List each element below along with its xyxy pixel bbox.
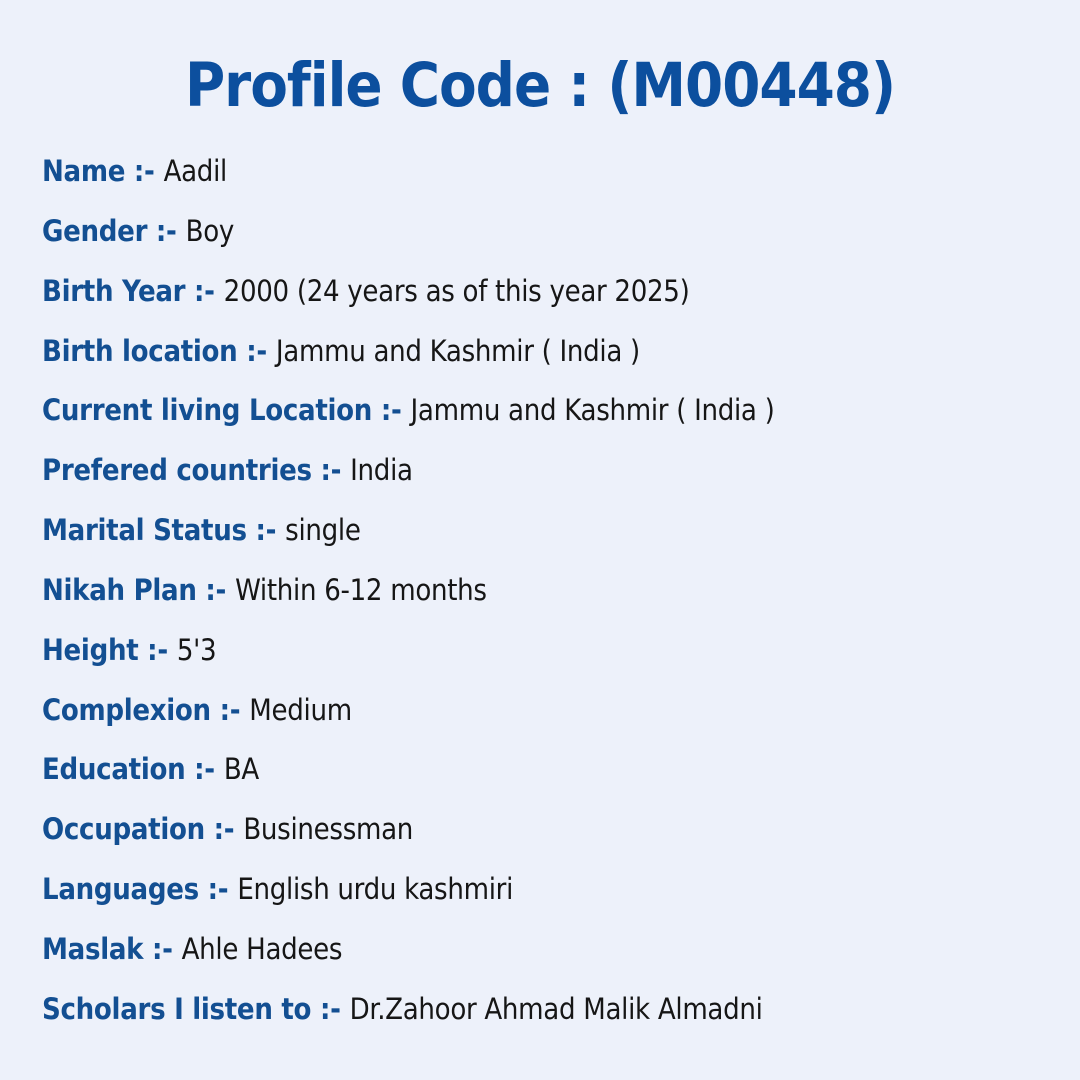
field-label: Name :-	[42, 154, 155, 188]
profile-field-row-marital-status: Marital Status :- single	[42, 501, 1050, 561]
field-value: Aadil	[163, 154, 228, 188]
field-label: Gender :-	[42, 213, 177, 248]
profile-field-row-name: Name :- Aadil	[42, 142, 1050, 202]
field-value: Dr.Zahoor Ahmad Malik Almadni	[349, 991, 763, 1026]
profile-field-row-languages: Languages :- English urdu kashmiri	[42, 860, 1050, 920]
field-value: BA	[223, 752, 259, 787]
profile-field-row-complexion: Complexion :- Medium	[42, 681, 1050, 741]
profile-field-row-height: Height :- 5'3	[42, 621, 1050, 681]
profile-fields-list: Name :- Aadil Gender :- Boy Birth Year :- 2…	[0, 142, 1080, 1040]
field-label: Current living Location :-	[42, 393, 402, 428]
profile-field-row-scholars: Scholars I listen to :- Dr.Zahoor Ahmad M…	[42, 980, 1050, 1040]
profile-field-row-occupation: Occupation :- Businessman	[42, 800, 1050, 860]
field-label: Maslak :-	[42, 931, 173, 966]
field-label: Scholars I listen to :-	[42, 991, 341, 1026]
page-title: Profile Code : (M00448)	[184, 50, 896, 121]
field-label: Complexion :-	[42, 692, 241, 727]
field-label: Birth location :-	[42, 333, 267, 368]
profile-field-row-maslak: Maslak :- Ahle Hadees	[42, 920, 1050, 980]
field-value: English urdu kashmiri	[237, 872, 514, 907]
field-label: Nikah Plan :-	[42, 572, 227, 607]
field-label: Birth Year :-	[42, 273, 215, 308]
field-value: 5'3	[176, 632, 217, 667]
field-value: Within 6-12 months	[235, 572, 487, 607]
field-value: Jammu and Kashmir ( India )	[275, 333, 640, 368]
field-value: India	[350, 453, 413, 488]
profile-field-row-current-living-location: Current living Location :- Jammu and Kash…	[42, 381, 1050, 441]
profile-field-row-nikah-plan: Nikah Plan :- Within 6-12 months	[42, 561, 1050, 621]
field-label: Occupation :-	[42, 812, 235, 847]
profile-field-row-birth-year: Birth Year :- 2000 (24 years as of this y…	[42, 262, 1050, 322]
field-value: Ahle Hadees	[181, 931, 343, 966]
field-label: Languages :-	[42, 872, 229, 907]
field-value: 2000 (24 years as of this year 2025)	[223, 273, 690, 308]
profile-field-row-birth-location: Birth location :- Jammu and Kashmir ( Ind…	[42, 322, 1050, 382]
field-value: Jammu and Kashmir ( India )	[410, 393, 775, 428]
field-label: Height :-	[42, 632, 168, 667]
field-value: Medium	[249, 692, 352, 727]
profile-field-row-education: Education :- BA	[42, 740, 1050, 800]
profile-field-row-prefered-countries: Prefered countries :- India	[42, 441, 1050, 501]
profile-field-row-gender: Gender :- Boy	[42, 202, 1050, 262]
field-label: Marital Status :-	[42, 513, 277, 548]
field-label: Education :-	[42, 752, 215, 787]
field-label: Prefered countries :-	[42, 453, 342, 488]
field-value: Boy	[185, 213, 235, 248]
field-value: Businessman	[243, 812, 414, 847]
field-value: single	[285, 513, 361, 548]
